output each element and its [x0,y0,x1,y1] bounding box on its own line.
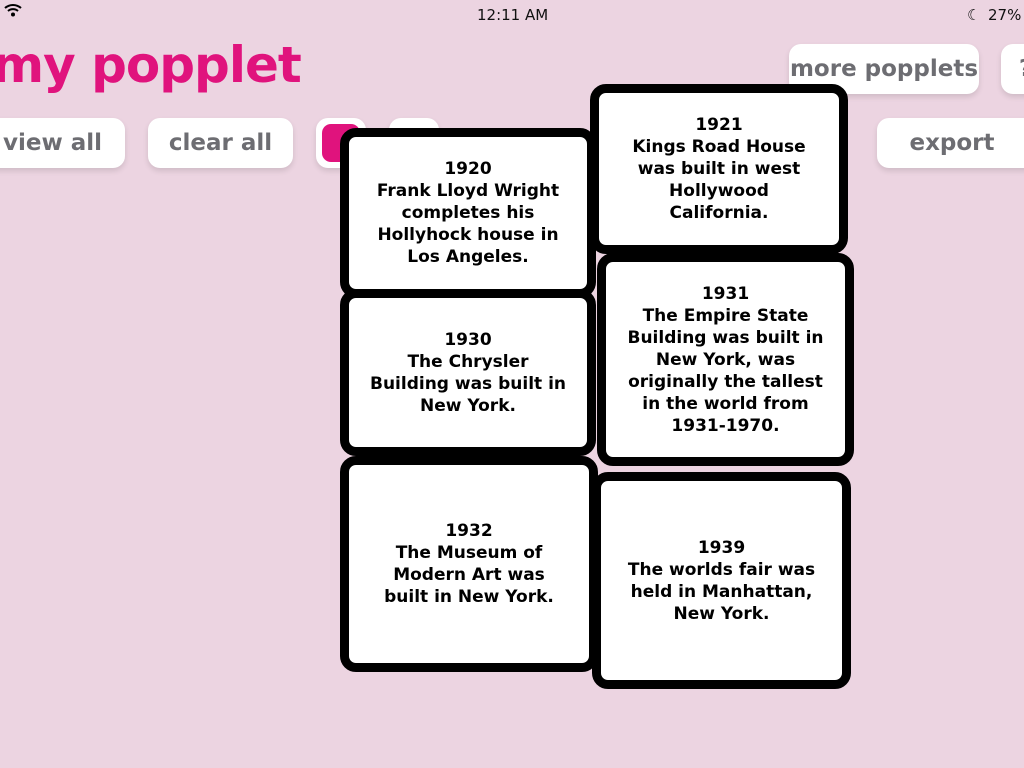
wifi-icon [4,3,22,21]
popple-text: 1931 The Empire State Building was built… [627,283,824,436]
export-button[interactable]: export [877,118,1024,168]
page-title: my popplet [0,36,302,94]
popple-text: 1920 Frank Lloyd Wright completes his Ho… [376,159,560,267]
popple-text: 1939 The worlds fair was held in Manhatt… [627,537,816,624]
status-time: 12:11 AM [477,6,549,24]
popple-text: 1930 The Chrysler Building was built in … [369,329,566,416]
popple-1932[interactable]: 1932 The Museum of Modern Art was built … [340,456,598,672]
help-button[interactable]: ? [1001,44,1024,94]
popple-1920[interactable]: 1920 Frank Lloyd Wright completes his Ho… [340,128,596,298]
popple-1930[interactable]: 1930 The Chrysler Building was built in … [340,289,596,456]
popple-1921[interactable]: 1921 Kings Road House was built in west … [590,84,848,254]
moon-icon: ☾ [967,6,981,24]
popple-text: 1921 Kings Road House was built in west … [632,115,806,223]
view-all-button[interactable]: view all [0,118,125,168]
clear-all-button[interactable]: clear all [148,118,293,168]
popple-text: 1932 The Museum of Modern Art was built … [384,521,554,607]
popple-1931[interactable]: 1931 The Empire State Building was built… [597,253,854,466]
battery-level: 27% [988,6,1022,24]
popple-1939[interactable]: 1939 The worlds fair was held in Manhatt… [592,472,851,689]
